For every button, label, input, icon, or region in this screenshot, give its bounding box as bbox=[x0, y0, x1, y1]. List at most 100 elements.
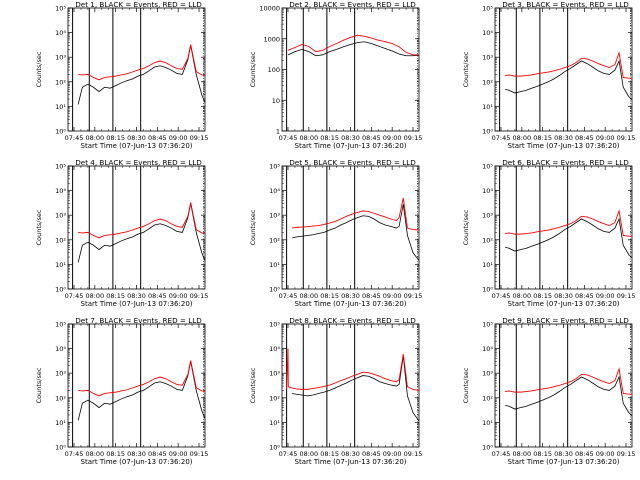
x-tick-label: 08:30 bbox=[341, 450, 360, 458]
x-tick-label: 08:30 bbox=[341, 292, 360, 300]
y-tick-label: 10⁰ bbox=[269, 286, 280, 294]
panel-title: Det 7, BLACK = Events, RED = LLD bbox=[75, 316, 202, 325]
detector-panel-8: Det 8, BLACK = Events, RED = LLD 10⁰ 10¹ 10… bbox=[249, 316, 436, 466]
x-tick-label: 08:15 bbox=[320, 134, 339, 142]
y-tick-label: 10⁵ bbox=[482, 321, 493, 329]
x-tick-label: 07:45 bbox=[492, 450, 511, 458]
x-tick-label: 08:30 bbox=[554, 450, 573, 458]
y-tick-label: 10² bbox=[482, 394, 493, 402]
y-tick-label: 10⁴ bbox=[269, 187, 280, 195]
y-tick-label: 10⁰ bbox=[269, 444, 280, 452]
x-tick-label: 08:15 bbox=[320, 292, 339, 300]
series-events-line bbox=[287, 41, 419, 57]
x-tick-label: 09:15 bbox=[404, 450, 423, 458]
y-tick-label: 10² bbox=[55, 236, 66, 244]
x-tick-label: 08:30 bbox=[554, 292, 573, 300]
x-tick-label: 09:15 bbox=[190, 450, 209, 458]
x-axis-label: Start Time (07-Jun-13 07:36:20) bbox=[508, 300, 620, 308]
detector-panel-6: Det 6, BLACK = Events, RED = LLD 10⁰ 10¹ 10… bbox=[462, 158, 636, 308]
y-axis-label: Counts/sec bbox=[249, 367, 257, 403]
y-tick-label: 10³ bbox=[482, 54, 493, 62]
x-tick-label: 07:45 bbox=[65, 450, 84, 458]
x-tick-label: 08:00 bbox=[85, 292, 104, 300]
marker-bracket bbox=[216, 168, 222, 171]
x-tick-label: 08:45 bbox=[148, 450, 167, 458]
series-lld-line bbox=[78, 202, 205, 239]
plot-frame bbox=[494, 7, 633, 132]
series-lld-line bbox=[78, 44, 205, 81]
x-tick-label: 09:15 bbox=[190, 292, 209, 300]
x-tick-label: 08:15 bbox=[533, 450, 552, 458]
y-tick-label: 10⁰ bbox=[482, 128, 493, 136]
y-tick-label: 10³ bbox=[55, 370, 66, 378]
plot-area bbox=[72, 324, 222, 447]
detector-panel-7: Det 7, BLACK = Events, RED = LLD 10⁰ 10¹ 10… bbox=[35, 316, 222, 466]
x-tick-label: 09:00 bbox=[169, 134, 188, 142]
y-tick-label: 10¹ bbox=[269, 419, 280, 427]
y-tick-label: 10⁴ bbox=[55, 345, 66, 353]
x-tick-label: 09:00 bbox=[383, 134, 402, 142]
y-tick-label: 10⁰ bbox=[55, 444, 66, 452]
marker-bracket bbox=[216, 326, 222, 329]
y-tick-label: 10⁴ bbox=[482, 345, 493, 353]
x-tick-label: 08:30 bbox=[341, 134, 360, 142]
y-tick-label: 10⁴ bbox=[55, 187, 66, 195]
plot-area bbox=[499, 166, 632, 289]
plot-area bbox=[286, 324, 436, 447]
marker-bracket bbox=[430, 168, 436, 171]
x-tick-label: 09:00 bbox=[383, 292, 402, 300]
x-axis-label: Start Time (07-Jun-13 07:36:20) bbox=[81, 142, 193, 150]
plot-area bbox=[499, 8, 632, 131]
x-axis-label: Start Time (07-Jun-13 07:36:20) bbox=[295, 458, 407, 466]
series-lld-line bbox=[78, 360, 205, 397]
x-tick-label: 08:45 bbox=[148, 134, 167, 142]
y-tick-label: 10¹ bbox=[55, 261, 66, 269]
x-tick-label: 07:45 bbox=[279, 134, 298, 142]
marker-bracket bbox=[430, 326, 436, 329]
detector-panel-5: Det 5, BLACK = Events, RED = LLD 10⁰ 10¹ 10… bbox=[249, 158, 436, 308]
x-tick-label: 09:00 bbox=[169, 450, 188, 458]
y-tick-label: 10² bbox=[55, 394, 66, 402]
x-tick-label: 08:45 bbox=[362, 292, 381, 300]
y-tick-label: 10¹ bbox=[482, 419, 493, 427]
y-tick-label: 10000 bbox=[259, 5, 280, 13]
y-tick-label: 10³ bbox=[55, 54, 66, 62]
x-tick-label: 08:00 bbox=[512, 450, 531, 458]
panel-title: Det 9, BLACK = Events, RED = LLD bbox=[502, 316, 629, 325]
x-tick-label: 07:45 bbox=[65, 134, 84, 142]
plot-frame bbox=[494, 165, 633, 290]
x-tick-label: 08:45 bbox=[575, 134, 594, 142]
panel-title: Det 3, BLACK = Events, RED = LLD bbox=[502, 0, 629, 9]
y-tick-label: 10⁵ bbox=[482, 5, 493, 13]
series-lld-line bbox=[292, 197, 419, 231]
x-tick-label: 08:00 bbox=[299, 450, 318, 458]
series-lld-line bbox=[286, 348, 419, 391]
plot-area bbox=[499, 324, 632, 447]
x-tick-label: 08:15 bbox=[106, 292, 125, 300]
panel-title: Det 6, BLACK = Events, RED = LLD bbox=[502, 158, 629, 167]
y-axis-label: Counts/sec bbox=[249, 51, 257, 87]
x-tick-label: 08:45 bbox=[148, 292, 167, 300]
y-tick-label: 10² bbox=[269, 394, 280, 402]
panel-title: Det 2, BLACK = Events, RED = LLD bbox=[289, 0, 416, 9]
x-tick-label: 09:15 bbox=[190, 134, 209, 142]
x-tick-label: 08:15 bbox=[106, 134, 125, 142]
y-axis-label: Counts/sec bbox=[462, 367, 470, 403]
y-tick-label: 10² bbox=[269, 236, 280, 244]
x-tick-label: 09:00 bbox=[383, 450, 402, 458]
y-axis-label: Counts/sec bbox=[249, 209, 257, 245]
x-tick-label: 09:15 bbox=[617, 292, 636, 300]
y-axis-label: Counts/sec bbox=[462, 209, 470, 245]
x-tick-label: 08:30 bbox=[127, 292, 146, 300]
x-axis-label: Start Time (07-Jun-13 07:36:20) bbox=[295, 300, 407, 308]
x-tick-label: 08:00 bbox=[85, 450, 104, 458]
x-axis-label: Start Time (07-Jun-13 07:36:20) bbox=[295, 142, 407, 150]
y-tick-label: 10⁵ bbox=[269, 163, 280, 171]
detector-panel-1: Det 1, BLACK = Events, RED = LLD 10⁰ 10¹ 10… bbox=[35, 0, 209, 150]
y-tick-label: 10⁰ bbox=[55, 128, 66, 136]
series-events-line bbox=[292, 204, 419, 261]
series-lld-line bbox=[505, 209, 632, 237]
x-tick-label: 09:15 bbox=[404, 134, 423, 142]
y-tick-label: 10⁴ bbox=[482, 29, 493, 37]
plot-frame bbox=[281, 7, 420, 132]
